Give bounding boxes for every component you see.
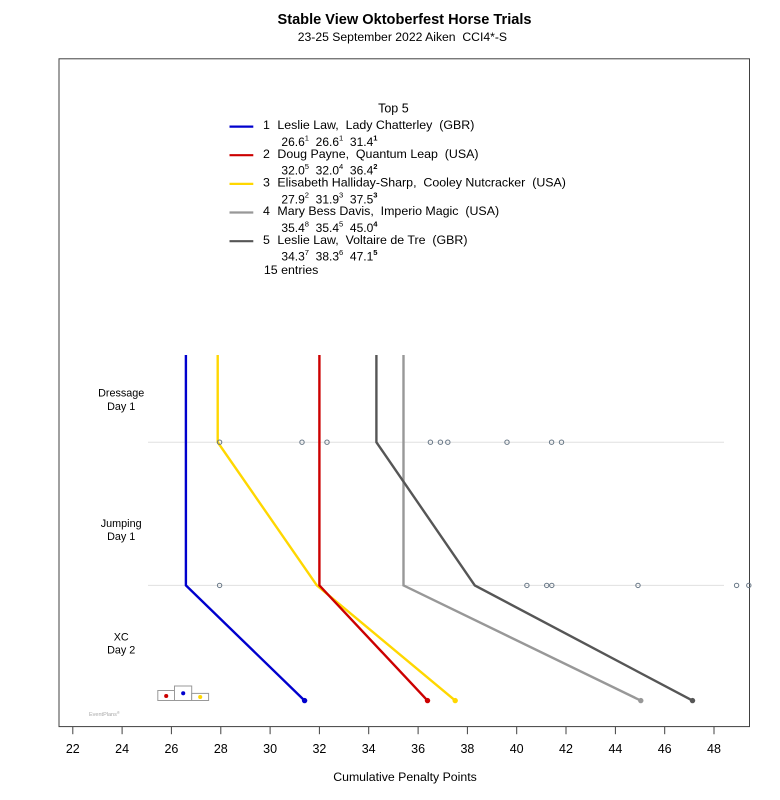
svg-text:Dressage: Dressage [98, 388, 144, 400]
svg-text:Elisabeth Halliday-Sharp, Coo: Elisabeth Halliday-Sharp, Cooley Nutcrac… [277, 176, 566, 190]
svg-text:30: 30 [263, 742, 277, 756]
svg-text:44: 44 [608, 742, 622, 756]
svg-text:Day 1: Day 1 [107, 531, 135, 543]
svg-text:Doug Payne, Quantum Leap (US: Doug Payne, Quantum Leap (USA) [277, 147, 478, 161]
svg-text:Cumulative Penalty Points: Cumulative Penalty Points [333, 770, 477, 784]
svg-text:EventPlans®: EventPlans® [89, 710, 120, 718]
svg-text:34.37 38.36 47.15: 34.37 38.36 47.15 [281, 248, 378, 264]
svg-text:26.61 26.61 31.41: 26.61 26.61 31.41 [281, 133, 378, 149]
svg-text:XC: XC [114, 632, 129, 644]
svg-text:48: 48 [707, 742, 721, 756]
svg-text:32: 32 [312, 742, 326, 756]
svg-text:Mary Bess Davis, Imperio Magi: Mary Bess Davis, Imperio Magic (USA) [277, 204, 499, 218]
svg-text:34: 34 [362, 742, 376, 756]
svg-text:36: 36 [411, 742, 425, 756]
svg-text:Leslie Law, Lady Chatterley: Leslie Law, Lady Chatterley (GBR) [277, 118, 474, 132]
svg-text:35.48 35.45 45.04: 35.48 35.45 45.04 [281, 219, 378, 235]
svg-text:Leslie Law, Voltaire de Tre: Leslie Law, Voltaire de Tre (GBR) [277, 233, 467, 247]
svg-text:32.05 32.04 36.42: 32.05 32.04 36.42 [281, 162, 377, 178]
svg-text:3: 3 [263, 176, 270, 190]
svg-text:22: 22 [66, 742, 80, 756]
svg-text:1: 1 [263, 118, 270, 132]
svg-text:Top 5: Top 5 [378, 101, 409, 115]
svg-text:Jumping: Jumping [101, 518, 142, 530]
svg-text:40: 40 [510, 742, 524, 756]
svg-text:15 entries: 15 entries [264, 263, 318, 277]
svg-text:26: 26 [164, 742, 178, 756]
svg-text:27.92 31.93 37.53: 27.92 31.93 37.53 [281, 191, 377, 207]
svg-text:42: 42 [559, 742, 573, 756]
svg-text:4: 4 [263, 204, 270, 218]
svg-text:46: 46 [658, 742, 672, 756]
svg-text:5: 5 [263, 233, 270, 247]
svg-text:2: 2 [263, 147, 270, 161]
svg-text:Stable View Oktoberfest Horse: Stable View Oktoberfest Horse Trials [278, 11, 532, 28]
svg-text:Day 1: Day 1 [107, 401, 135, 413]
svg-text:23-25 September 2022 Aiken CC: 23-25 September 2022 Aiken CCI4*-S [298, 30, 507, 44]
svg-text:38: 38 [460, 742, 474, 756]
svg-text:24: 24 [115, 742, 129, 756]
svg-text:Day 2: Day 2 [107, 644, 135, 656]
svg-text:28: 28 [214, 742, 228, 756]
